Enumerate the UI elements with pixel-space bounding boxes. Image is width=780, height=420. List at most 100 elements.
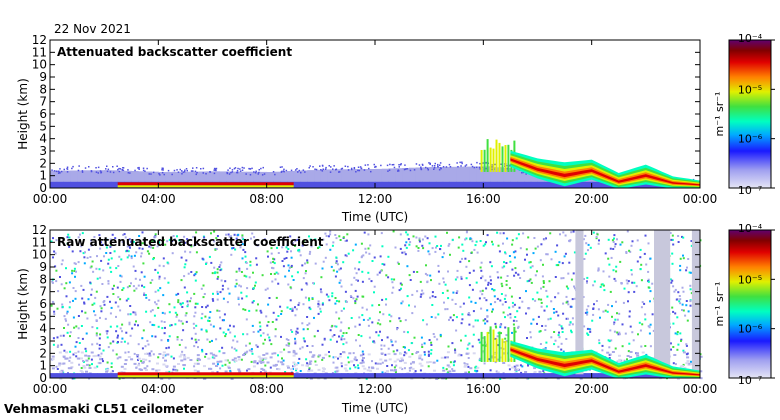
noise-pixel (570, 329, 572, 332)
noise-pixel (171, 240, 174, 242)
noise-pixel (532, 318, 535, 321)
noise-pixel (302, 303, 305, 306)
noise-pixel (443, 252, 445, 255)
noise-pixel (456, 269, 459, 272)
low-noise-pixel (124, 359, 128, 362)
noise-pixel (91, 326, 94, 329)
noise-pixel (283, 238, 285, 241)
noise-pixel (340, 362, 343, 365)
surface-layer-column (510, 181, 518, 188)
noise-pixel (183, 275, 186, 278)
noise-pixel (563, 255, 566, 258)
noise-pixel (216, 298, 219, 301)
low-noise-pixel (685, 362, 689, 365)
noise-pixel (82, 360, 85, 362)
noise-pixel (489, 369, 492, 372)
cloud-band-layer (510, 346, 700, 376)
noise-pixel (649, 290, 652, 293)
noise-pixel (645, 263, 648, 266)
noise-pixel (344, 240, 347, 242)
noise-pixel (270, 252, 273, 255)
noise-pixel (562, 302, 565, 305)
noise-pixel (499, 299, 502, 302)
noise-pixel (245, 318, 248, 321)
noise-pixel (473, 248, 476, 251)
noise-pixel (584, 252, 587, 255)
boundary-layer-speckle (272, 171, 275, 173)
y-tick-label: 1 (39, 359, 47, 373)
noise-pixel (419, 369, 422, 372)
boundary-layer-column (408, 167, 417, 188)
noise-pixel (294, 240, 297, 243)
low-noise-pixel (294, 352, 298, 355)
noise-pixel (329, 329, 332, 332)
noise-pixel (493, 289, 496, 292)
noise-pixel (277, 272, 280, 275)
noise-pixel (612, 241, 615, 243)
low-noise-pixel (196, 362, 200, 365)
noise-pixel (308, 322, 311, 325)
noise-pixel (175, 293, 178, 296)
noise-pixel (246, 333, 249, 336)
low-noise-pixel (273, 352, 277, 355)
low-noise-pixel (65, 351, 69, 354)
noise-pixel (242, 238, 245, 241)
low-noise-pixel (58, 362, 62, 365)
noise-pixel (404, 346, 406, 349)
noise-pixel (409, 279, 412, 281)
noise-pixel (435, 246, 437, 249)
surface-layer-column (408, 181, 417, 188)
noise-pixel (505, 283, 508, 286)
boundary-layer-speckle (338, 171, 340, 173)
noise-pixel (458, 236, 461, 239)
noise-pixel (63, 327, 65, 329)
noise-pixel (651, 282, 654, 285)
noise-pixel (121, 337, 124, 340)
noise-pixel (491, 308, 494, 311)
boundary-layer-speckle (464, 165, 467, 167)
boundary-layer-speckle (248, 167, 250, 170)
boundary-layer-speckle (367, 164, 369, 166)
noise-pixel (339, 330, 342, 332)
low-noise-pixel (137, 364, 141, 367)
x-tick-label: 00:00 (33, 382, 68, 396)
noise-pixel (126, 286, 129, 289)
noise-pixel (308, 306, 311, 309)
low-noise-pixel (120, 365, 124, 368)
noise-pixel (69, 301, 71, 304)
noise-pixel (352, 352, 355, 355)
noise-pixel (154, 290, 157, 293)
noise-pixel (251, 324, 254, 327)
noise-pixel (373, 256, 376, 259)
noise-pixel (544, 329, 547, 331)
noise-pixel (561, 327, 564, 330)
noise-pixel (161, 311, 164, 314)
noise-pixel (119, 327, 122, 330)
noise-pixel (403, 351, 406, 354)
boundary-layer-speckle (332, 168, 334, 170)
noise-pixel (281, 260, 284, 262)
noise-pixel (626, 230, 629, 233)
noise-pixel (379, 330, 381, 333)
x-tick-label: 00:00 (683, 382, 718, 396)
precipitation-streak (480, 331, 483, 362)
low-noise-pixel (418, 357, 422, 360)
noise-pixel (505, 280, 508, 282)
boundary-layer-column (110, 170, 119, 188)
noise-pixel (430, 316, 433, 318)
boundary-layer-speckle (428, 162, 430, 164)
noise-pixel (120, 275, 123, 278)
y-tick-label: 1 (39, 169, 47, 183)
noise-pixel (166, 240, 169, 243)
low-noise-pixel (465, 352, 469, 355)
noise-pixel (285, 257, 288, 259)
noise-pixel (572, 230, 575, 233)
noise-pixel (402, 346, 405, 348)
boundary-layer-column (496, 167, 505, 188)
noise-pixel (385, 274, 388, 277)
noise-pixel (297, 303, 300, 306)
noise-pixel (568, 240, 571, 243)
noise-pixel (304, 262, 306, 265)
noise-pixel (423, 342, 426, 345)
